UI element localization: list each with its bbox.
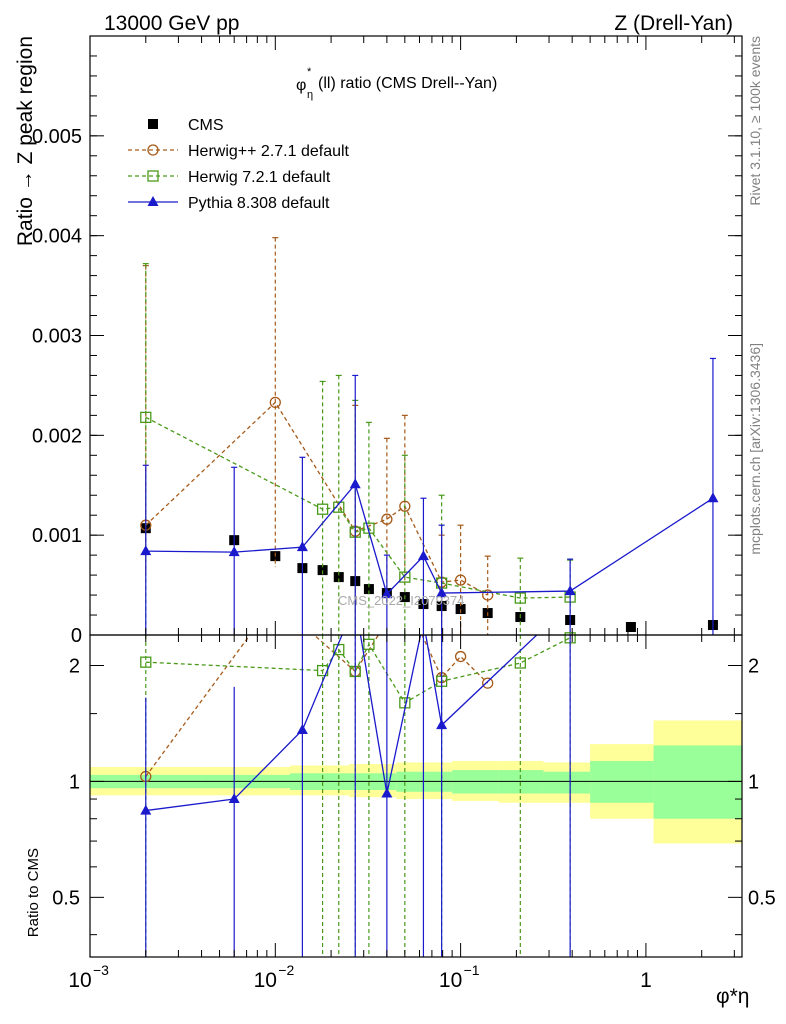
main-ylabel: Ratio → Z peak region [14, 36, 37, 246]
legend-marker [147, 196, 159, 206]
data-point [381, 513, 393, 525]
xlabel-symbol: φ*η [716, 985, 749, 1008]
ratio-ytick-label: 1 [69, 771, 80, 793]
data-point [482, 589, 494, 601]
data-point [140, 545, 152, 556]
ratio-ytick-label-right: 0.5 [748, 887, 776, 909]
band-inner-9 [653, 745, 742, 819]
main-title: φ * η (ll) ratio (CMS Drell--Yan) [296, 66, 497, 101]
main-ytick-label: 0.002 [32, 425, 82, 447]
ratio-line [145, 635, 489, 777]
legend-label: CMS [188, 117, 224, 134]
data-point [514, 592, 526, 604]
main-ytick-label: 0.004 [32, 226, 82, 248]
xtick-label-base: 10 [68, 969, 91, 992]
title-symbol: φ [296, 77, 306, 94]
series-line [145, 416, 571, 599]
ratio-ytick-label-right: 1 [748, 771, 759, 793]
data-point [269, 396, 281, 409]
legend-entry-2: Herwig 7.2.1 default [128, 169, 331, 186]
ratio-point [296, 723, 308, 734]
x-axis-label: φ*η [716, 985, 749, 1008]
main-series-3 [140, 357, 719, 635]
energy-label: 13000 GeV pp [104, 12, 239, 35]
title-sup: * [307, 66, 312, 78]
data-point [436, 587, 448, 598]
data-point [399, 571, 411, 583]
xtick-label-base: 10 [254, 969, 277, 992]
data-point [363, 584, 374, 595]
ratio-point [228, 793, 240, 804]
data-point [333, 572, 344, 583]
ratio-point [140, 804, 152, 815]
band-inner-7 [543, 771, 591, 794]
ratio-series-0 [140, 635, 494, 783]
xtick-label-exp: −3 [93, 962, 109, 978]
xtick-label-base: 10 [439, 969, 462, 992]
legend-marker [147, 170, 159, 182]
legend-entry-3: Pythia 8.308 default [128, 195, 330, 212]
ratio-point [482, 677, 494, 689]
data-point [625, 622, 636, 633]
data-point [296, 541, 308, 552]
main-ytick-label: 0.001 [32, 525, 82, 547]
main-series-1 [140, 237, 494, 635]
main-ytick-label: 0 [71, 625, 82, 647]
data-point [333, 501, 345, 513]
data-point [417, 550, 429, 561]
legend-label: Pythia 8.308 default [188, 195, 330, 212]
series-line [145, 401, 489, 596]
data-point [564, 585, 576, 596]
ratio-uncertainty-bands [90, 720, 742, 844]
data-point [455, 604, 466, 615]
ratio-series-2 [140, 635, 571, 957]
title-rest: (ll) ratio (CMS Drell--Yan) [318, 75, 497, 92]
ratio-point [514, 657, 526, 669]
xtick-label-exp: −2 [278, 962, 294, 978]
data-point [228, 546, 240, 557]
ratio-ytick-label: 0.5 [52, 887, 80, 909]
ratio-point [381, 787, 393, 798]
legend-label: Herwig 7.2.1 default [188, 169, 331, 186]
ratio-ytick-label: 2 [69, 655, 80, 677]
data-point [317, 565, 328, 576]
ratio-point [140, 656, 152, 668]
ratio-line [145, 637, 571, 704]
ratio-point [436, 719, 448, 730]
ratio-panel-series [140, 632, 576, 957]
data-point [349, 478, 361, 489]
legend-marker [147, 144, 159, 156]
process-label: Z (Drell-Yan) [614, 12, 733, 35]
title-sub: η [307, 89, 313, 101]
data-point [381, 588, 393, 599]
ratio-ytick-label-right: 2 [748, 655, 759, 677]
rivet-label: Rivet 3.1.10, ≥ 100k events [747, 36, 763, 206]
data-point [140, 411, 152, 424]
legend-entry-0: CMS [148, 117, 224, 134]
data-point [316, 503, 329, 515]
main-ytick-label: 0.005 [32, 126, 82, 148]
legend-label: Herwig++ 2.7.1 default [188, 143, 350, 160]
legend: CMS Herwig++ 2.7.1 default Herwig 7.2.1 de… [128, 117, 350, 212]
data-point [454, 574, 467, 586]
legend-entry-1: Herwig++ 2.7.1 default [128, 143, 350, 160]
watermark: CMS_2022_I2079374 [338, 593, 465, 608]
ratio-point [363, 638, 375, 650]
ratio-point [333, 643, 345, 656]
main-panel-series [140, 237, 719, 635]
xtick-label-exp: −1 [464, 962, 480, 978]
ratio-line [145, 635, 538, 812]
ratio-point [454, 650, 467, 663]
legend-marker [148, 119, 158, 129]
ratio-frame [89, 634, 743, 958]
data-point [707, 492, 719, 503]
xtick-label: 1 [640, 969, 652, 992]
mcplots-label: mcplots.cern.ch [arXiv:1306.3436] [747, 343, 763, 555]
main-series-0 [140, 523, 718, 633]
main-ytick-label: 0.003 [32, 326, 82, 348]
ratio-ylabel: Ratio to CMS [25, 848, 42, 937]
